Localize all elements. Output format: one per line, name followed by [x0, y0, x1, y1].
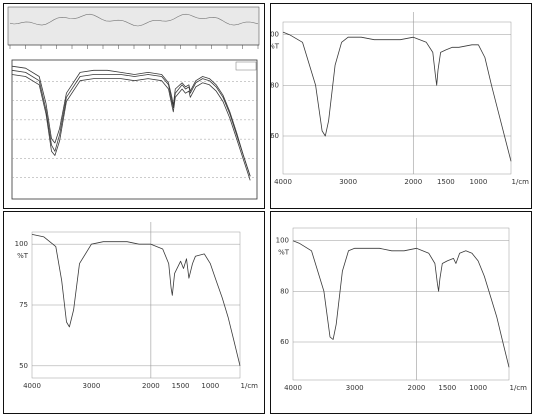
plot-frame: [292, 227, 510, 381]
x-tick-label: 4000: [23, 382, 41, 390]
spectrum-line-1: [292, 240, 510, 368]
y-tick-label: 80: [280, 287, 289, 295]
spectrum-line-3: [11, 74, 251, 181]
x-tick-label: 2000: [408, 384, 426, 392]
spectrum-line-1: [31, 234, 241, 366]
spectrum-chart-4: 100 80 60 4000 3000 2000 1500 1000 %T 1/cm: [276, 218, 528, 392]
spectrum-chart-3: 100 75 50 4000 3000 2000 1500 1000 %T 1/cm: [15, 222, 259, 390]
x-tick-label: 3000: [83, 382, 101, 390]
y-tick-label: 100: [276, 237, 289, 245]
header-reference-trace: [9, 13, 259, 27]
plot-frame: [11, 59, 258, 200]
x-tick-label: 1000: [469, 384, 487, 392]
spectrum-chart-2: 100 80 60 4000 3000 2000 1500 1000 %T 1/cm: [271, 12, 530, 186]
x-tick-label: 4000: [274, 178, 292, 186]
x-tick-label: 1500: [172, 382, 190, 390]
y-axis-label: %T: [278, 249, 290, 257]
x-unit-label: 1/cm: [510, 384, 528, 392]
y-tick-label: 80: [271, 81, 279, 89]
y-tick-label: 60: [280, 338, 289, 346]
x-tick-label: 1500: [438, 384, 456, 392]
y-tick-label: 60: [271, 132, 279, 140]
y-tick-label: 50: [19, 362, 28, 370]
x-tick-label: 3000: [346, 384, 364, 392]
spectrum-line-2: [11, 65, 251, 177]
x-tick-label: 2000: [404, 178, 422, 186]
y-axis-label: %T: [271, 43, 280, 51]
legend-box: [235, 61, 257, 71]
spectrum-panel-2: 100 80 60 4000 3000 2000 1500 1000 %T 1/cm: [270, 3, 532, 209]
x-tick-label: 4000: [284, 384, 302, 392]
spectrum-line-1: [282, 31, 512, 162]
y-tick-label: 75: [19, 301, 28, 309]
spectrum-line-1: [11, 69, 251, 177]
spectrum-panel-1: [3, 3, 265, 209]
header-strip: [7, 6, 260, 46]
x-tick-label: 2000: [142, 382, 160, 390]
spectrum-panel-3: 100 75 50 4000 3000 2000 1500 1000 %T 1/cm: [3, 211, 265, 414]
x-tick-label: 1500: [437, 178, 455, 186]
y-tick-label: 100: [15, 240, 28, 248]
y-axis-label: %T: [17, 252, 29, 260]
spectrum-chart-1: [7, 6, 260, 200]
x-tick-label: 1000: [470, 178, 488, 186]
x-unit-label: 1/cm: [512, 178, 530, 186]
spectrum-panel-4: 100 80 60 4000 3000 2000 1500 1000 %T 1/cm: [270, 211, 532, 414]
y-tick-label: 100: [271, 31, 279, 39]
x-tick-label: 1000: [201, 382, 219, 390]
x-tick-label: 3000: [339, 178, 357, 186]
plot-frame: [282, 21, 512, 175]
x-unit-label: 1/cm: [241, 382, 259, 390]
